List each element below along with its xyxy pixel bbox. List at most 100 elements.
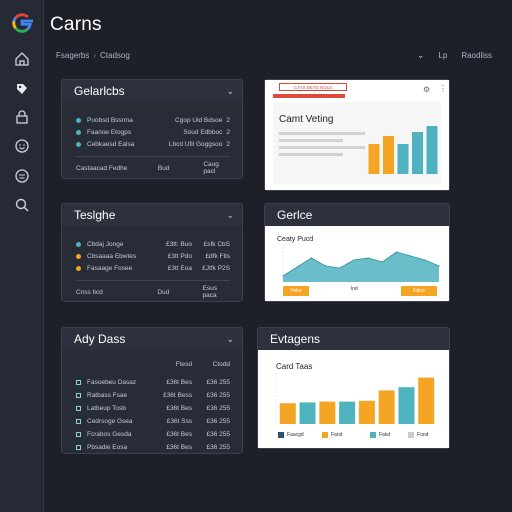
checkbox[interactable] — [76, 431, 81, 437]
checkbox[interactable] — [76, 405, 81, 411]
column-header: Ftesd — [175, 360, 192, 368]
search-icon[interactable] — [13, 196, 31, 214]
list-item[interactable]: Fasaage Fosee £3tt Eoa £Jtfk P2S — [76, 262, 230, 274]
text-line — [279, 146, 365, 149]
text-line — [279, 132, 365, 135]
panel-body: Ftesd Ctodd Fasoebeu Dasaz £36t Bes £36 … — [62, 350, 242, 453]
chart-bar — [378, 390, 395, 424]
checkbox[interactable] — [76, 392, 81, 398]
item-name: Faanoe Etogps — [87, 128, 132, 136]
row-name: Pbsadie Eosa — [87, 443, 128, 451]
chart-bar — [383, 136, 394, 174]
item-detail: Cgop Uid Bdsoe — [175, 116, 223, 124]
table-row[interactable]: Latbeup Tosb £36t Bes £36 255 — [76, 402, 230, 414]
action-button[interactable]: Fdno — [401, 286, 437, 296]
card-camt-veting: CATS DETS NOLE ⚙ ⋮ Camt Veting — [264, 79, 450, 191]
legend-item: Fakd — [370, 432, 390, 438]
table-row[interactable]: Fcrabos Gesda £36t Bes £36 255 — [76, 428, 230, 440]
app-title: Carns — [50, 14, 102, 35]
panel-title: Ady Dass — [74, 332, 126, 346]
footer-link[interactable]: Esus paca — [202, 285, 218, 299]
row-value: £36t Bes — [166, 378, 192, 386]
card-subtitle: Ceaty Pucd — [277, 236, 314, 243]
text-line — [279, 153, 343, 156]
panel-body: Cbdaj Jonge £3tt: Buo £sfk CbS Cbsaaaa E… — [62, 226, 242, 301]
row-value: £36 255 — [206, 417, 231, 425]
accent-bar — [273, 94, 345, 98]
list-item[interactable]: Cbdaj Jonge £3tt: Buo £sfk CbS — [76, 238, 230, 250]
status-dot-icon — [76, 117, 81, 123]
tag-icon[interactable] — [13, 80, 31, 98]
row-name: Fcrabos Gesda — [87, 430, 132, 438]
breadcrumb-item[interactable]: Fsagerbs — [56, 51, 90, 60]
lock-icon[interactable] — [13, 108, 31, 126]
chart-bar — [358, 400, 375, 424]
chart-point — [353, 259, 355, 261]
face-icon[interactable] — [13, 167, 31, 185]
chart-bar — [368, 144, 380, 174]
area-series — [283, 252, 439, 282]
row-value: £36t Bes — [166, 443, 192, 451]
card-title: Evtagens — [270, 332, 321, 346]
chart-bar — [412, 132, 423, 174]
checkbox[interactable] — [76, 418, 81, 424]
footer-label: Castaacad Fedhe — [76, 164, 128, 172]
footer-label: Dud — [157, 288, 170, 296]
list-item[interactable]: Puobsd Bssrma Cgop Uid Bdsoe 2 — [76, 114, 230, 126]
chevron-down-icon[interactable]: ⌄ — [226, 209, 234, 220]
panel-teslghe: Teslghe ⌄ Cbdaj Jonge £3tt: Buo £sfk CbS… — [61, 203, 243, 302]
status-badge: CATS DETS NOLE — [279, 83, 347, 91]
chart-point — [410, 255, 412, 257]
toolbar-item[interactable]: Lp — [438, 51, 448, 60]
item-name: Cbdaj Jonge — [87, 240, 124, 248]
panel-title: Gelarlcbs — [74, 84, 125, 98]
legend-item: Fand — [322, 432, 342, 438]
chevron-down-icon[interactable]: ⌄ — [416, 50, 425, 60]
status-dot-icon — [76, 265, 81, 271]
footer-link[interactable]: Caug pacl — [203, 161, 219, 175]
panel-title: Teslghe — [74, 208, 116, 222]
chart-point — [282, 275, 284, 277]
home-icon[interactable] — [13, 50, 31, 68]
table-row[interactable]: Pbsadie Eosa £36t Bes £36 255 — [76, 441, 230, 453]
row-value: £36 255 — [206, 404, 231, 412]
toolbar-item[interactable]: Raodliss — [461, 51, 492, 60]
action-button[interactable]: Fnko — [283, 286, 309, 296]
card-title: Gerlce — [277, 208, 313, 222]
table-row[interactable]: Ratbass Fsae £36t Bess £36 255 — [76, 389, 230, 401]
chevron-down-icon[interactable]: ⌄ — [226, 85, 234, 96]
chart-bar — [418, 377, 435, 424]
table-row[interactable]: Fasoebeu Dasaz £36t Bes £36 255 — [76, 376, 230, 388]
chart-label: lnd — [351, 286, 358, 292]
chart-bar — [398, 387, 415, 424]
chevron-down-icon[interactable]: ⌄ — [226, 333, 234, 344]
card-body: Ceaty Pucd Fnko lnd Fdno — [265, 226, 449, 301]
list-item[interactable]: Cbsaaaa Ebwtes £3tt Pdo £dfk Ftls — [76, 250, 230, 262]
card-header: Gerlce — [265, 204, 449, 226]
chart-bar — [279, 403, 296, 424]
list-item[interactable]: Cebkaesd Ealsa Lbcd Ufil Goggsoo 2 — [76, 138, 230, 150]
table-row[interactable]: Cedrsoge Gsea £36t Sss £36 255 — [76, 415, 230, 427]
chart-point — [424, 259, 426, 261]
checkbox[interactable] — [76, 379, 81, 385]
checkbox[interactable] — [76, 444, 81, 450]
google-logo-icon[interactable] — [11, 12, 33, 34]
breadcrumb-item[interactable]: Ctadsog — [100, 51, 130, 60]
status-dot-icon — [76, 253, 81, 259]
chart-point — [367, 257, 369, 259]
list-item[interactable]: Faanoe Etogps Soud Edbboc 2 — [76, 126, 230, 138]
item-name: Cebkaesd Ealsa — [87, 140, 135, 148]
chart-bar — [299, 402, 316, 424]
menu-icon[interactable]: ⋮ — [439, 84, 447, 93]
row-value: £36 255 — [206, 378, 231, 386]
item-value: £Jtfk P2S — [202, 264, 230, 272]
smiley-icon[interactable] — [13, 137, 31, 155]
footer-label: Bud — [157, 164, 170, 172]
settings-icon[interactable]: ⚙ — [423, 85, 431, 94]
panel-ady-dass: Ady Dass ⌄ Ftesd Ctodd Fasoebeu Dasaz £3… — [61, 327, 243, 454]
card-subtitle: Card Taas — [276, 362, 313, 371]
panel-footer: Cnss ticd Dud Esus paca — [76, 285, 230, 299]
top-right-toolbar: ⌄ Lp Raodliss — [417, 50, 492, 61]
row-value: £36 255 — [206, 443, 231, 451]
text-line — [279, 139, 343, 142]
